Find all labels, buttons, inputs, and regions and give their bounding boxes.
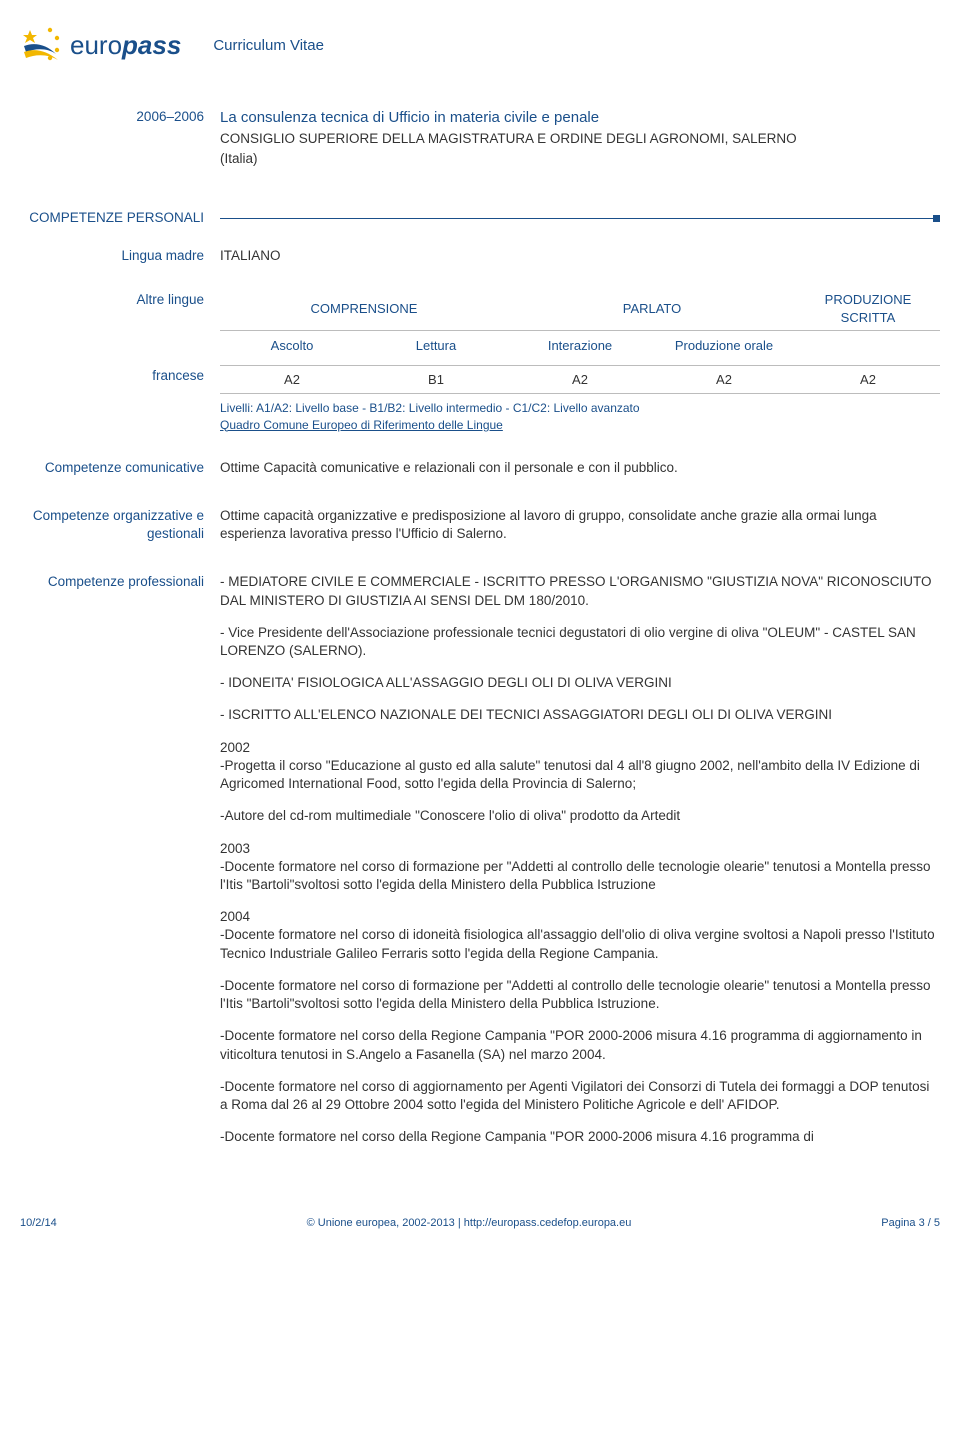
- europass-stars-icon: [20, 24, 64, 68]
- lang-header-comprehension: COMPRENSIONE: [220, 287, 508, 331]
- language-values-row: francese A2 B1 A2 A2 A2: [20, 363, 940, 395]
- organisational-skills-row: Competenze organizzative e gestionali Ot…: [20, 507, 940, 543]
- experience-loc: (Italia): [220, 150, 940, 168]
- footer-date: 10/2/14: [20, 1216, 57, 1231]
- prof-para: 2002 -Progetta il corso "Educazione al g…: [220, 739, 940, 794]
- lang-level-cell: A2: [796, 365, 940, 394]
- communication-skills-row: Competenze comunicative Ottime Capacità …: [20, 459, 940, 477]
- prof-para: 2003 -Docente formatore nel corso di for…: [220, 840, 940, 895]
- footer: 10/2/14 © Unione europea, 2002-2013 | ht…: [0, 1206, 960, 1247]
- professional-skills-label: Competenze professionali: [20, 573, 220, 1146]
- experience-org: CONSIGLIO SUPERIORE DELLA MAGISTRATURA E…: [220, 130, 940, 148]
- lang-header-speaking: PARLATO: [508, 287, 796, 331]
- language-caption-row: Livelli: A1/A2: Livello base - B1/B2: Li…: [20, 396, 940, 432]
- lang-levels-legend: Livelli: A1/A2: Livello base - B1/B2: Li…: [220, 400, 940, 416]
- lang-sub-production: Produzione orale: [652, 331, 796, 359]
- experience-title: La consulenza tecnica di Ufficio in mate…: [220, 108, 940, 128]
- lang-level-cell: B1: [364, 365, 508, 394]
- lang-level-cell: A2: [220, 365, 364, 394]
- prof-para: - MEDIATORE CIVILE E COMMERCIALE - ISCRI…: [220, 573, 940, 609]
- prof-para: -Docente formatore nel corso della Regio…: [220, 1027, 940, 1063]
- lang-level-cell: A2: [508, 365, 652, 394]
- lang-sub-listening: Ascolto: [220, 331, 364, 359]
- table-row: Ascolto Lettura Interazione Produzione o…: [220, 331, 940, 359]
- experience-row: 2006–2006 La consulenza tecnica di Uffic…: [20, 108, 940, 171]
- section-line: [220, 218, 940, 219]
- communication-skills-text: Ottime Capacità comunicative e relaziona…: [220, 459, 940, 477]
- cv-title: Curriculum Vitae: [213, 36, 324, 56]
- table-row: A2 B1 A2 A2 A2: [220, 365, 940, 394]
- organisational-skills-label: Competenze organizzative e gestionali: [20, 507, 220, 543]
- professional-skills-row: Competenze professionali - MEDIATORE CIV…: [20, 573, 940, 1146]
- prof-para: - Vice Presidente dell'Associazione prof…: [220, 624, 940, 660]
- organisational-skills-text: Ottime capacità organizzative e predispo…: [220, 507, 940, 543]
- other-languages-row: Altre lingue COMPRENSIONE PARLATO PRODUZ…: [20, 285, 940, 359]
- europass-logo: europass: [20, 24, 181, 68]
- section-heading-label: COMPETENZE PERSONALI: [20, 209, 220, 227]
- prof-para: 2004 -Docente formatore nel corso di ido…: [220, 908, 940, 963]
- header: europass Curriculum Vitae: [20, 24, 940, 68]
- prof-para: -Autore del cd-rom multimediale "Conosce…: [220, 807, 940, 825]
- footer-page: Pagina 3 / 5: [881, 1216, 940, 1231]
- prof-para: - ISCRITTO ALL'ELENCO NAZIONALE DEI TECN…: [220, 706, 940, 724]
- other-languages-label: Altre lingue: [20, 285, 220, 359]
- communication-skills-label: Competenze comunicative: [20, 459, 220, 477]
- lang-header-writing: PRODUZIONE SCRITTA: [796, 287, 940, 331]
- language-table: COMPRENSIONE PARLATO PRODUZIONE SCRITTA …: [220, 287, 940, 359]
- table-row: COMPRENSIONE PARLATO PRODUZIONE SCRITTA: [220, 287, 940, 331]
- prof-para: -Docente formatore nel corso di aggiorna…: [220, 1078, 940, 1114]
- professional-skills-content: - MEDIATORE CIVILE E COMMERCIALE - ISCRI…: [220, 573, 940, 1146]
- prof-para: -Docente formatore nel corso della Regio…: [220, 1128, 940, 1146]
- footer-copyright: © Unione europea, 2002-2013 | http://eur…: [307, 1216, 632, 1231]
- language-name: francese: [20, 363, 220, 395]
- cefr-link[interactable]: Quadro Comune Europeo di Riferimento del…: [220, 418, 503, 432]
- language-values-table: A2 B1 A2 A2 A2: [220, 365, 940, 395]
- lang-sub-reading: Lettura: [364, 331, 508, 359]
- mother-tongue-value: ITALIANO: [220, 247, 940, 265]
- experience-period: 2006–2006: [20, 108, 220, 171]
- lang-sub-interaction: Interazione: [508, 331, 652, 359]
- mother-tongue-row: Lingua madre ITALIANO: [20, 247, 940, 265]
- prof-para: -Docente formatore nel corso di formazio…: [220, 977, 940, 1013]
- mother-tongue-label: Lingua madre: [20, 247, 220, 265]
- lang-level-cell: A2: [652, 365, 796, 394]
- section-heading-personal: COMPETENZE PERSONALI: [20, 209, 940, 227]
- europass-wordmark: europass: [70, 28, 181, 63]
- prof-para: - IDONEITA' FISIOLOGICA ALL'ASSAGGIO DEG…: [220, 674, 940, 692]
